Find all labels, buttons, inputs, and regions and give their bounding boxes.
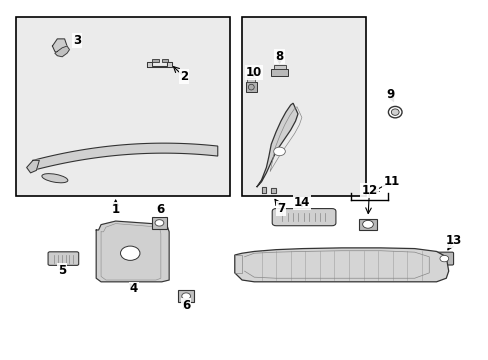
Bar	[273, 65, 285, 69]
Polygon shape	[256, 103, 297, 187]
Bar	[247, 78, 255, 82]
Circle shape	[182, 293, 190, 299]
Ellipse shape	[390, 109, 398, 115]
Text: 9: 9	[386, 88, 394, 101]
Bar	[271, 69, 287, 76]
Text: 6: 6	[182, 299, 190, 312]
Polygon shape	[234, 248, 448, 282]
Text: 13: 13	[445, 234, 461, 247]
Ellipse shape	[42, 174, 68, 183]
Text: 8: 8	[275, 50, 283, 63]
Circle shape	[439, 255, 448, 262]
Bar	[242, 18, 366, 196]
Text: 7: 7	[277, 202, 285, 215]
Polygon shape	[27, 160, 39, 173]
Polygon shape	[261, 187, 266, 193]
Polygon shape	[147, 62, 171, 67]
Text: 1: 1	[111, 203, 120, 216]
Ellipse shape	[387, 107, 401, 118]
Text: 4: 4	[129, 283, 138, 296]
Polygon shape	[271, 188, 276, 193]
Ellipse shape	[248, 84, 254, 90]
Polygon shape	[96, 221, 169, 282]
Text: 3: 3	[73, 34, 81, 47]
Text: 6: 6	[156, 203, 163, 216]
Text: 12: 12	[361, 184, 377, 197]
Polygon shape	[52, 39, 67, 52]
Circle shape	[155, 220, 163, 226]
FancyBboxPatch shape	[48, 252, 79, 265]
Bar	[162, 59, 167, 62]
FancyBboxPatch shape	[272, 208, 335, 226]
Text: 10: 10	[245, 66, 262, 79]
Bar	[358, 219, 376, 230]
Bar	[178, 291, 194, 302]
Bar	[245, 82, 256, 93]
Polygon shape	[33, 143, 217, 170]
Circle shape	[120, 246, 140, 260]
Polygon shape	[55, 46, 69, 57]
FancyBboxPatch shape	[434, 252, 453, 265]
Bar	[16, 18, 229, 196]
Text: 5: 5	[58, 264, 66, 276]
Circle shape	[362, 220, 372, 228]
Text: 2: 2	[179, 70, 187, 83]
Bar	[151, 217, 167, 229]
Text: 11: 11	[383, 175, 399, 188]
Circle shape	[273, 147, 285, 156]
Bar	[152, 59, 159, 62]
Text: 14: 14	[293, 196, 309, 209]
